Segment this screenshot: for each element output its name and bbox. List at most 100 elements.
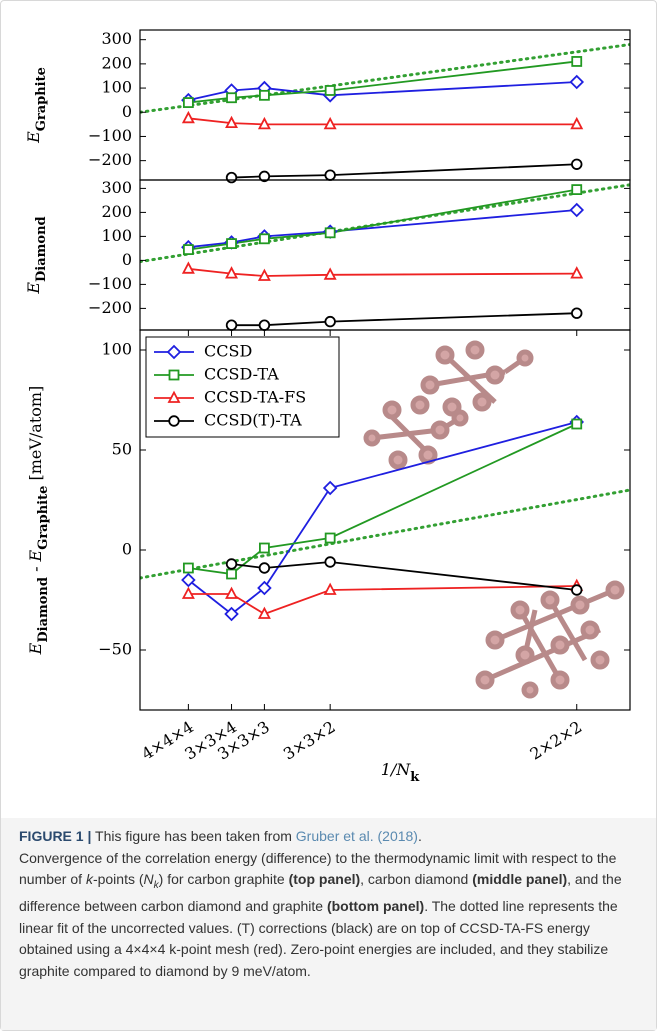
marker [571,76,583,88]
marker [326,534,335,543]
marker [183,263,193,273]
marker [326,86,335,95]
y-tick-label: −100 [88,126,132,145]
series-line [188,118,576,124]
label-part: Diamond [34,216,49,282]
y-tick-label: 100 [101,78,132,97]
caption-text: . [418,828,422,844]
marker [572,159,582,169]
marker [227,559,237,569]
marker [325,119,335,129]
marker [572,119,582,129]
marker [571,204,583,216]
marker [183,113,193,123]
y-tick-label: 300 [101,29,132,48]
fit-line [140,45,630,113]
chart: 3002001000−100−200EGraphite3002001000−10… [0,0,657,815]
marker [184,245,193,254]
series-line [188,190,576,250]
y-tick-label: 200 [101,53,132,72]
label-part: E [26,549,45,562]
marker [183,589,193,599]
y-tick-label: −50 [98,640,132,659]
y-axis-label: EGraphite [24,67,50,144]
marker [572,268,582,278]
plot-area [140,422,630,614]
series-line [232,562,577,590]
plot-area [140,45,630,178]
label-part: E [24,282,43,295]
marker [325,170,335,180]
x-tick-label: 3×3×2 [280,717,339,764]
label-part: E [24,131,43,144]
marker [259,271,269,281]
citation-link[interactable]: Gruber et al. (2018) [296,828,418,844]
caption-text: FIGURE 1 | [19,828,91,844]
y-axis-label: EDiamond [24,216,50,294]
marker [227,268,237,278]
marker [260,563,270,573]
marker [326,228,335,237]
marker [260,234,269,243]
y-tick-label: 100 [101,340,132,359]
y-tick-label: −200 [88,298,132,317]
y-tick-label: 50 [112,440,132,459]
caption-text: (bottom panel) [327,898,424,914]
marker [572,57,581,66]
series-line [232,313,577,325]
marker [324,482,336,494]
marker [325,269,335,279]
marker [572,308,582,318]
y-tick-label: −100 [88,274,132,293]
y-tick-label: 100 [101,226,132,245]
y-axis-label: EDiamond - EGraphite [meV/atom] [26,386,52,656]
marker [260,91,269,100]
axes-frame [140,30,630,180]
marker [227,320,237,330]
caption-text: -points ( [93,871,144,887]
y-tick-label: 0 [122,250,132,269]
caption: FIGURE 1 | This figure has been taken fr… [1,818,656,1030]
series-line [188,424,576,574]
label-part: k [410,770,420,785]
legend-label: CCSD [204,342,252,361]
marker [260,544,269,553]
marker [325,317,335,327]
marker [184,564,193,573]
legend-label: CCSD-TA [204,365,279,384]
series-line [188,269,576,276]
marker [169,416,179,426]
graphite-molecule [366,343,531,467]
series-line [188,61,576,102]
marker [227,118,237,128]
caption-text: (middle panel) [472,871,567,887]
caption-text: N [144,871,154,887]
caption-text: (top panel) [289,871,361,887]
fit-line [140,490,630,578]
marker [260,320,270,330]
label-part: 1/N [381,760,412,779]
marker [325,585,335,595]
diamond-molecule [478,583,622,696]
caption-text: ) for carbon graphite [159,871,289,887]
legend-label: CCSD-TA-FS [204,388,306,407]
caption-text: k [86,871,93,887]
marker [227,570,236,579]
y-tick-label: 200 [101,202,132,221]
label-part: E [26,642,45,655]
axes-frame [140,180,630,330]
marker [572,585,582,595]
x-tick-label: 2×2×2 [527,717,586,764]
legend-label: CCSD(T)-TA [204,411,302,430]
caption-text: This figure has been taken from [91,828,295,844]
marker [227,93,236,102]
marker [227,589,237,599]
label-part: [meV/atom] [26,386,45,486]
y-tick-label: 0 [122,102,132,121]
marker [572,420,581,429]
caption-text: , carbon diamond [360,871,472,887]
y-tick-label: 0 [122,540,132,559]
series-line [232,164,577,177]
label-part: Diamond [36,577,51,643]
marker [572,185,581,194]
